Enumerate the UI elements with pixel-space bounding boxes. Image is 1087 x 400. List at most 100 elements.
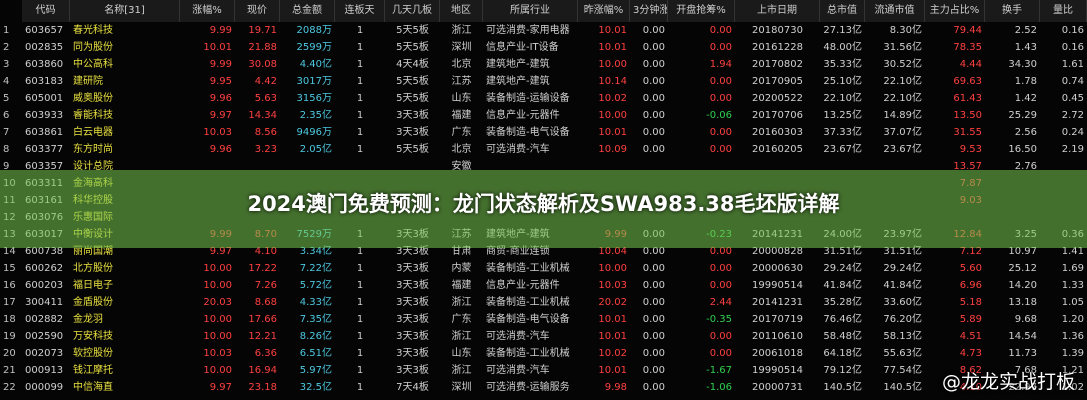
row-index: 21 (3, 365, 16, 376)
table-cell: 10.00 (203, 314, 232, 325)
table-cell: 23.67亿 (883, 144, 922, 155)
table-cell: 30.08 (248, 59, 277, 70)
table-cell: 北京 (451, 144, 472, 155)
table-cell: 7.22亿 (299, 263, 332, 274)
table-cell: 603377 (25, 144, 64, 155)
column-header: 代码 (22, 0, 70, 22)
row-index: 1 (3, 25, 10, 36)
table-cell: 设计总院 (73, 161, 113, 172)
table-cell: 1 (356, 382, 364, 393)
column-header: 流通市值 (865, 0, 925, 22)
table-cell: 79.12亿 (823, 365, 862, 376)
table-cell: 20160205 (752, 144, 803, 155)
table-cell: 丽尚国潮 (73, 246, 113, 257)
table-cell: 2.19 (1061, 144, 1084, 155)
table-cell: 0.00 (642, 280, 665, 291)
table-cell: 3.23 (254, 144, 277, 155)
table-cell: 5天5板 (396, 76, 429, 87)
table-cell: 3天3板 (396, 348, 429, 359)
table-cell: 装备制造-工业机械 (486, 297, 570, 308)
table-cell: 7.12 (959, 246, 982, 257)
table-cell: 信息产业-IT设备 (486, 42, 559, 53)
table-cell: 19990514 (752, 365, 803, 376)
table-cell: 1 (356, 365, 364, 376)
table-cell: 4.40亿 (299, 59, 332, 70)
table-cell: 16.94 (248, 365, 277, 376)
table-cell: 5.97亿 (299, 365, 332, 376)
table-cell: 建研院 (73, 76, 103, 87)
table-cell: 9496万 (296, 127, 332, 138)
table-cell: 中信海直 (73, 382, 113, 393)
table-cell: 9.97 (209, 246, 232, 257)
table-cell: 0.00 (709, 263, 732, 274)
table-cell: 金盾股份 (73, 297, 113, 308)
table-cell: 0.00 (642, 42, 665, 53)
row-index: 20 (3, 348, 16, 359)
table-cell: 3天3板 (396, 297, 429, 308)
table-cell: 10.14 (598, 76, 627, 87)
row-index: 2 (3, 42, 10, 53)
column-header: 量比 (1040, 0, 1087, 22)
table-cell: 76.20亿 (883, 314, 922, 325)
table-cell: 7天4板 (396, 382, 429, 393)
row-index: 17 (3, 297, 16, 308)
table-cell: 2.72 (1061, 110, 1084, 121)
table-cell: 可选消费-运输服务 (486, 382, 570, 393)
table-cell: 10.00 (203, 263, 232, 274)
table-cell: 装备制造-运输设备 (486, 93, 570, 104)
table-cell: 20200522 (752, 93, 803, 104)
table-cell: 2088万 (296, 25, 332, 36)
table-cell: 建筑地产-建筑 (486, 59, 550, 70)
row-index: 6 (3, 110, 10, 121)
table-cell: 7.68 (1014, 365, 1037, 376)
table-cell: 603861 (25, 127, 64, 138)
table-cell: 0.00 (642, 246, 665, 257)
table-cell: 金龙羽 (73, 314, 103, 325)
table-cell: 69.63 (953, 76, 982, 87)
table-cell: 9.98 (604, 382, 627, 393)
table-cell: 1.36 (1061, 331, 1084, 342)
table-cell: 002073 (25, 348, 64, 359)
table-cell: 5.89 (959, 314, 982, 325)
table-cell: 3天3板 (396, 314, 429, 325)
table-cell: 内蒙 (451, 263, 472, 274)
table-cell: 12.21 (248, 331, 277, 342)
table-cell: 20000828 (752, 246, 803, 257)
table-cell: 广东 (451, 314, 472, 325)
table-cell: 1.61 (1061, 59, 1084, 70)
table-cell: 2599万 (296, 42, 332, 53)
table-cell: 福建 (451, 110, 472, 121)
table-cell: 安徽 (451, 161, 472, 172)
column-header: 换手 (985, 0, 1040, 22)
table-cell: 5天5板 (396, 93, 429, 104)
table-cell: 9.99 (209, 25, 232, 36)
table-cell: 0.16 (1061, 25, 1084, 36)
table-cell: 1.39 (1061, 348, 1084, 359)
table-cell: 64.18亿 (823, 348, 862, 359)
table-cell: 2.52 (1014, 25, 1037, 36)
table-cell: 5天5板 (396, 42, 429, 53)
table-cell: 1 (356, 314, 364, 325)
table-cell: 10.00 (203, 365, 232, 376)
table-cell: 0.00 (642, 314, 665, 325)
table-cell: 27.13亿 (823, 25, 862, 36)
table-cell: 浙江 (451, 365, 472, 376)
table-cell: 11.73 (1008, 348, 1037, 359)
table-cell: 0.00 (642, 348, 665, 359)
table-cell: 3天3板 (396, 110, 429, 121)
column-header: 现价 (235, 0, 280, 22)
table-cell: 0.00 (642, 382, 665, 393)
table-cell: 20170905 (752, 76, 803, 87)
table-cell: 6.36 (254, 348, 277, 359)
table-cell: 建筑地产-建筑 (486, 76, 550, 87)
table-cell: 17.22 (248, 263, 277, 274)
table-cell: 4天4板 (396, 59, 429, 70)
table-cell: 1 (356, 144, 364, 155)
table-cell: 14.54 (1008, 331, 1037, 342)
table-cell: 白云电器 (73, 127, 113, 138)
column-header: 几天几板 (385, 0, 440, 22)
table-cell: 0.00 (709, 348, 732, 359)
table-cell: 1 (356, 59, 364, 70)
table-cell: 10.01 (598, 25, 627, 36)
table-cell: 1.42 (1014, 93, 1037, 104)
